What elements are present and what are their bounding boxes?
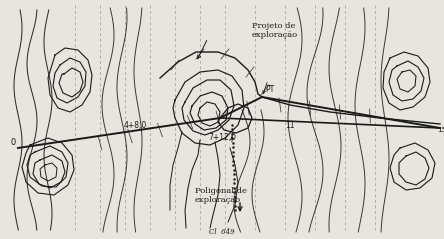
Text: 4+8,0: 4+8,0 (123, 121, 147, 130)
Text: 7+12,0: 7+12,0 (208, 133, 236, 142)
Text: exploração: exploração (252, 31, 298, 39)
Text: Projeto de: Projeto de (252, 22, 295, 30)
Text: 15+1,0: 15+1,0 (437, 127, 444, 133)
Text: Poligonal de: Poligonal de (195, 187, 247, 195)
Text: 11: 11 (285, 121, 295, 130)
Text: PT: PT (265, 85, 274, 94)
Text: exploração: exploração (195, 196, 241, 204)
Text: 0: 0 (10, 138, 16, 147)
Text: Cl  649: Cl 649 (209, 228, 235, 236)
